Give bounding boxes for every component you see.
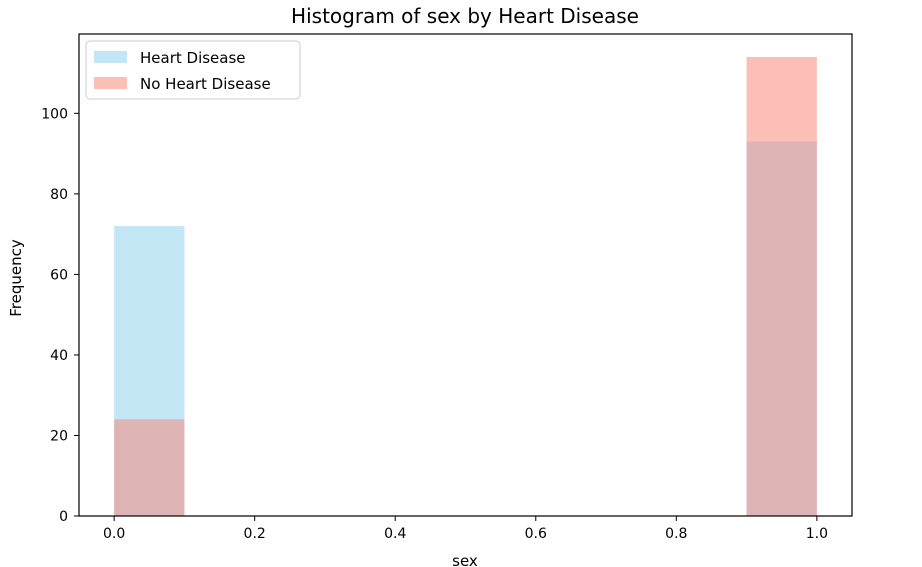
bar-series-2-bin-1 [114, 419, 185, 516]
x-tick-label-5: 1.0 [806, 526, 828, 542]
x-tick-label-4: 0.8 [665, 526, 687, 542]
x-tick-label-2: 0.4 [384, 526, 406, 542]
legend-swatch-2 [94, 77, 127, 89]
bar-series-2-bin-2 [746, 56, 817, 516]
x-tick-label-1: 0.2 [244, 526, 266, 542]
y-tick-label-5: 100 [41, 106, 68, 122]
y-tick-label-0: 0 [59, 509, 68, 525]
y-tick-label-4: 80 [50, 187, 68, 203]
legend-swatch-1 [94, 51, 127, 63]
legend-label-2: No Heart Disease [140, 75, 271, 93]
x-tick-label-0: 0.0 [103, 526, 125, 542]
legend: Heart Disease No Heart Disease [85, 40, 301, 100]
y-tick-label-1: 20 [50, 428, 68, 444]
y-tick-label-3: 60 [50, 267, 68, 283]
chart-title: Histogram of sex by Heart Disease [291, 4, 639, 28]
legend-box [85, 40, 301, 100]
x-axis-label: sex [452, 552, 478, 567]
plot-frame [78, 33, 853, 517]
y-axis-label: Frequency [7, 239, 25, 317]
plot-area: 0.0 0.2 0.4 0.6 0.8 1.0 0 20 40 60 80 100 Heart Dise… [41, 33, 853, 542]
legend-label-1: Heart Disease [140, 49, 246, 67]
y-tick-label-2: 40 [50, 348, 68, 364]
x-tick-label-3: 0.6 [525, 526, 547, 542]
